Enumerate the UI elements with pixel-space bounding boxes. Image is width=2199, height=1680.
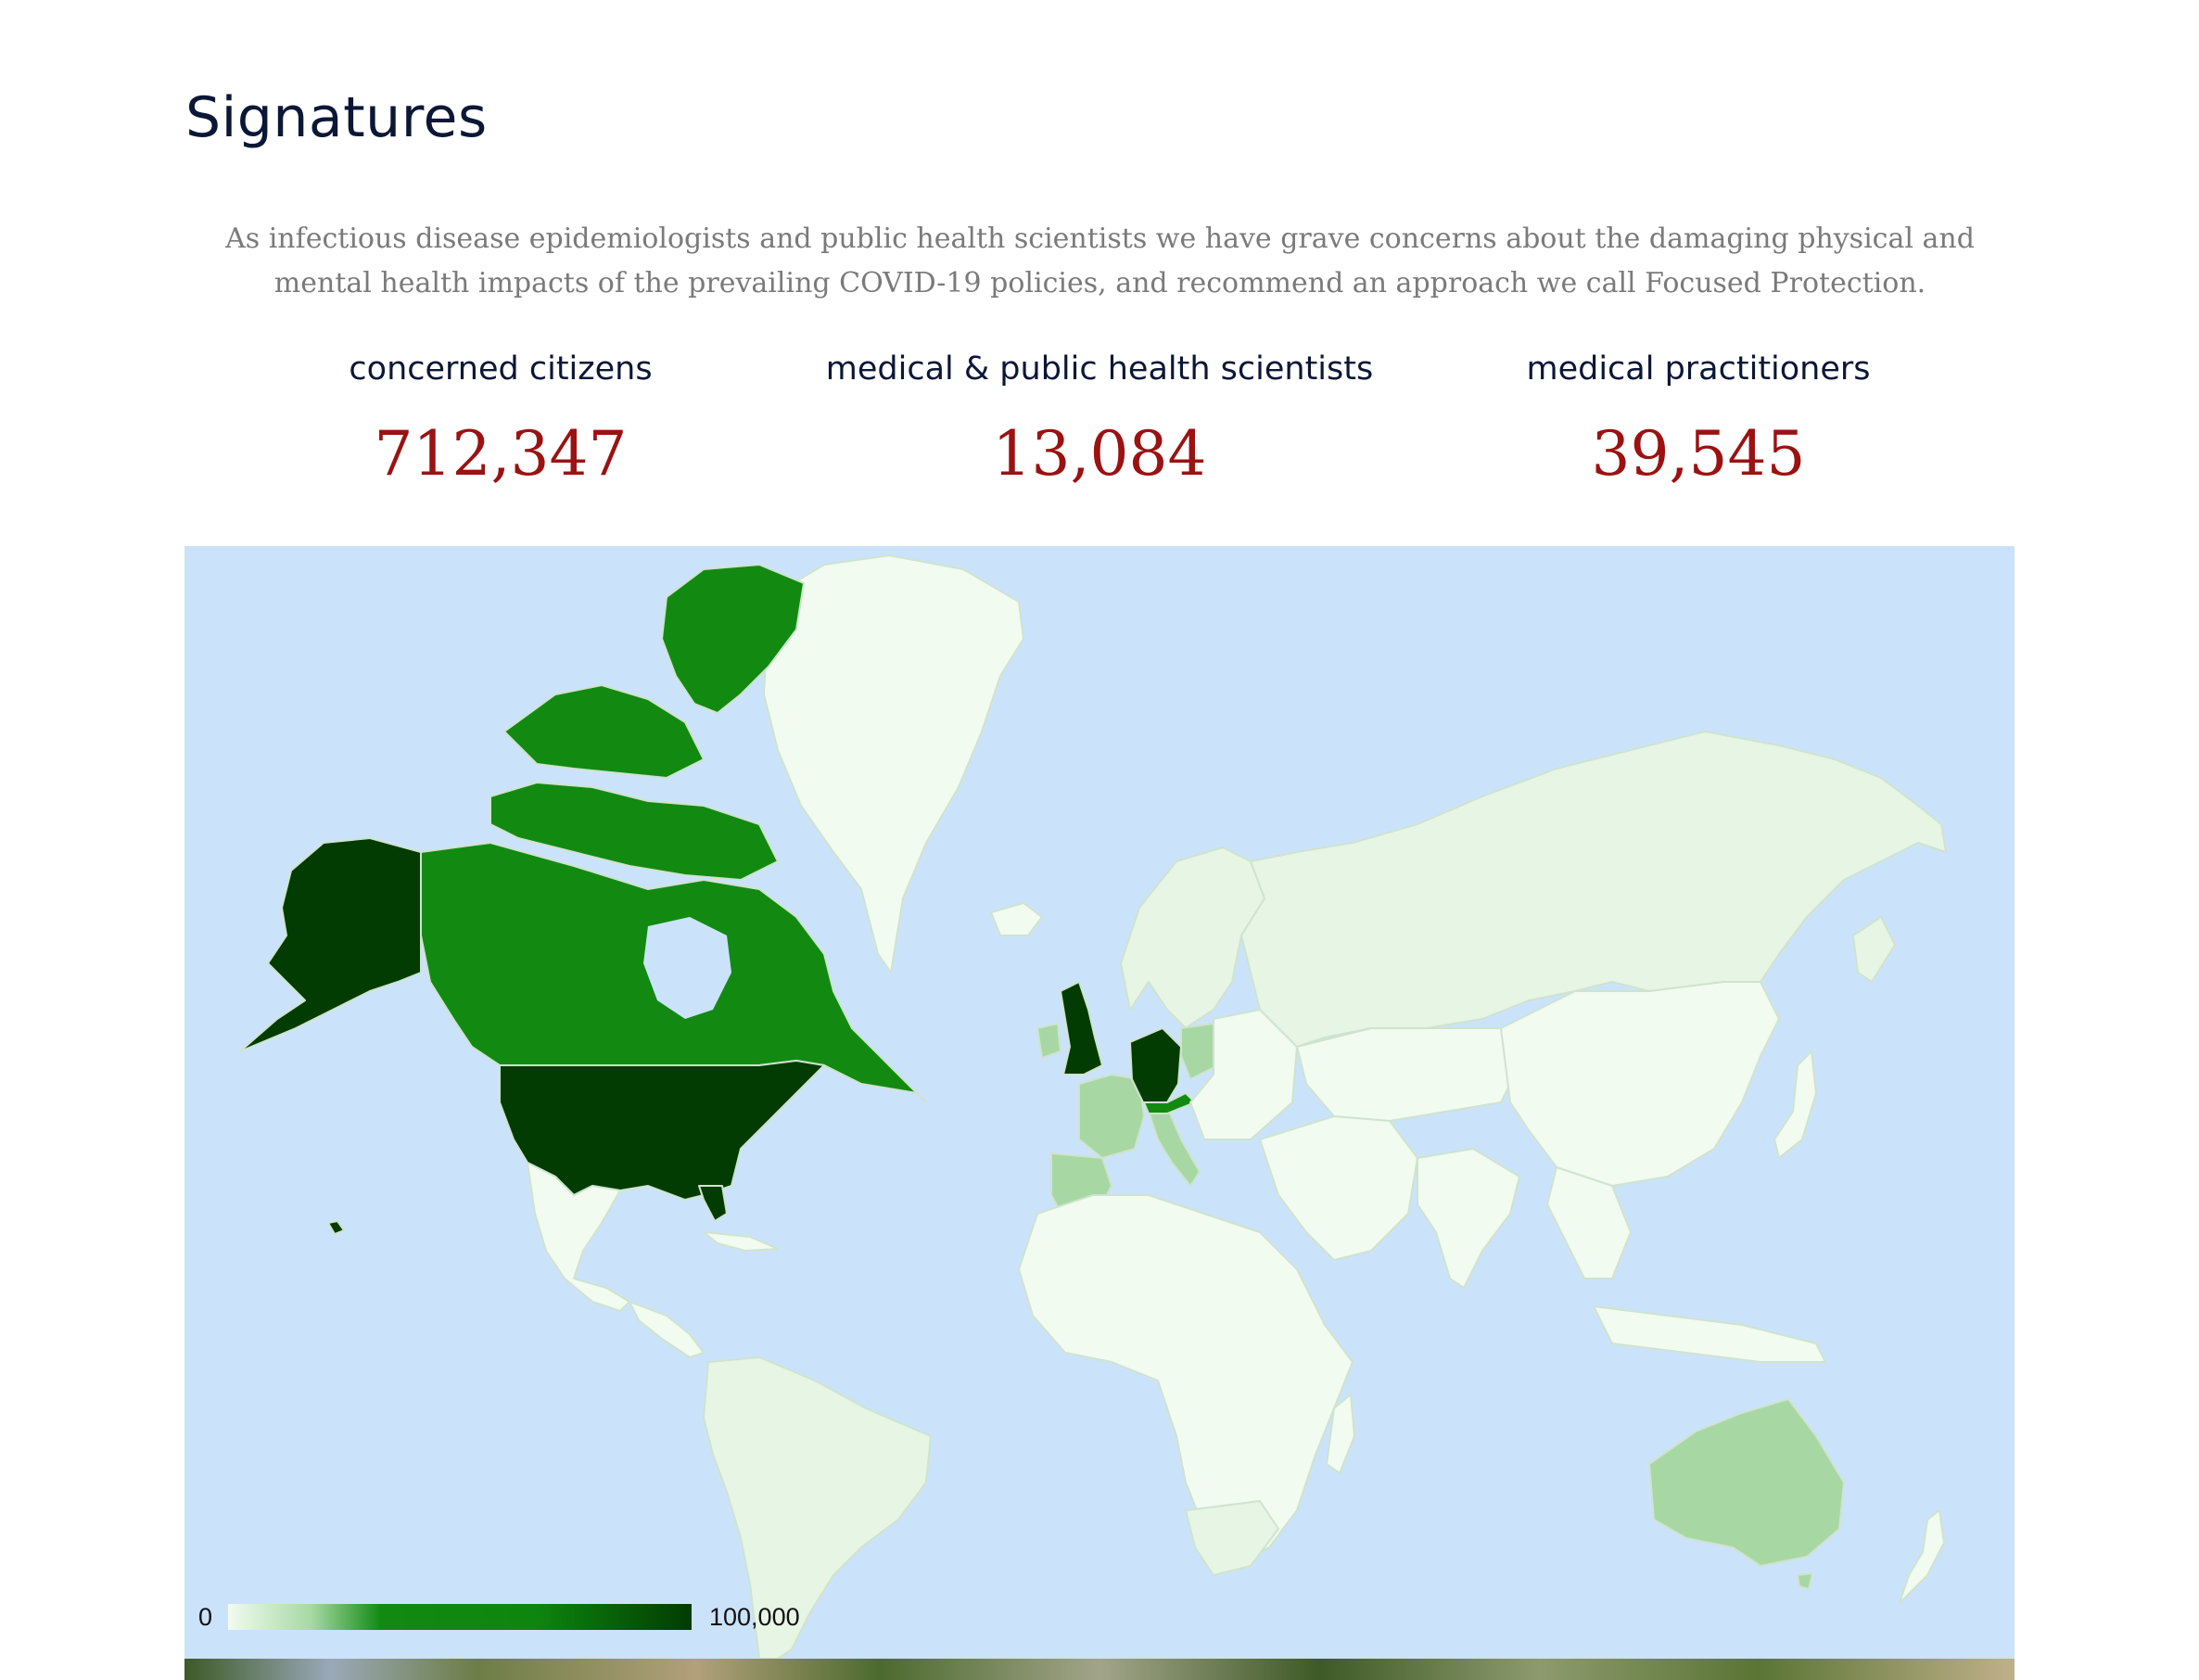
stat-label: concerned citizens — [349, 350, 653, 388]
country-usa-alaska[interactable] — [239, 837, 422, 1052]
stat-value: 13,084 — [992, 418, 1207, 490]
country-greenland[interactable] — [763, 554, 1024, 974]
country-southeast-asia[interactable] — [1546, 1166, 1632, 1279]
stat-value: 712,347 — [374, 418, 628, 490]
country-madagascar[interactable] — [1326, 1394, 1355, 1474]
legend-color-scale — [228, 1604, 692, 1630]
country-cuba[interactable] — [703, 1231, 779, 1252]
country-central-asia[interactable] — [1296, 1027, 1520, 1122]
intro-paragraph: As infectious disease epidemiologists an… — [225, 223, 1975, 299]
country-australia[interactable] — [1648, 1398, 1845, 1567]
country-australia-tasmania[interactable] — [1797, 1572, 1813, 1590]
country-ireland[interactable] — [1036, 1023, 1061, 1059]
stat-practitioners: medical practitioners 39,545 — [1365, 345, 2032, 491]
photo-banner — [184, 1659, 2015, 1680]
country-middle-east[interactable] — [1259, 1115, 1418, 1261]
country-usa-hawaii[interactable] — [327, 1220, 345, 1235]
country-india[interactable] — [1417, 1148, 1520, 1289]
hudson-bay — [643, 917, 731, 1019]
stat-label: medical & public health scientists — [825, 350, 1374, 388]
legend-min-label: 0 — [198, 1603, 213, 1631]
country-canada-arctic-3[interactable] — [489, 782, 779, 881]
country-new-zealand[interactable] — [1899, 1509, 1945, 1604]
country-canada-arctic-2[interactable] — [503, 684, 705, 779]
country-russia-kamchatka[interactable] — [1852, 916, 1896, 983]
country-indonesia[interactable] — [1593, 1305, 1826, 1363]
country-central-america[interactable] — [629, 1301, 705, 1358]
stat-scientists: medical & public health scientists 13,08… — [766, 345, 1433, 491]
country-south-africa[interactable] — [1185, 1500, 1279, 1576]
stat-label: medical practitioners — [1526, 350, 1871, 388]
country-africa[interactable] — [1018, 1194, 1354, 1567]
country-poland[interactable] — [1180, 1023, 1219, 1080]
signature-world-map[interactable]: 0 100,000 — [184, 546, 2015, 1659]
stat-value: 39,545 — [1591, 418, 1806, 490]
country-usa[interactable] — [499, 1060, 825, 1201]
country-china[interactable] — [1500, 981, 1780, 1187]
country-germany[interactable] — [1129, 1027, 1182, 1105]
country-mexico[interactable] — [527, 1162, 630, 1312]
world-map-svg[interactable] — [184, 546, 2015, 1659]
country-canada-arctic[interactable] — [661, 564, 805, 714]
country-russia[interactable] — [1240, 731, 1947, 1048]
country-usa-florida[interactable] — [698, 1185, 728, 1222]
legend-max-label: 100,000 — [709, 1603, 800, 1631]
country-japan[interactable] — [1773, 1050, 1817, 1159]
stat-concerned-citizens: concerned citizens 712,347 — [167, 345, 834, 491]
country-iceland[interactable] — [990, 902, 1043, 936]
page-title: Signatures — [185, 85, 488, 150]
country-italy[interactable] — [1148, 1106, 1201, 1187]
country-south-america[interactable] — [703, 1356, 932, 1659]
country-uk[interactable] — [1060, 981, 1103, 1075]
country-scandinavia[interactable] — [1120, 846, 1265, 1029]
country-france[interactable] — [1078, 1074, 1145, 1159]
